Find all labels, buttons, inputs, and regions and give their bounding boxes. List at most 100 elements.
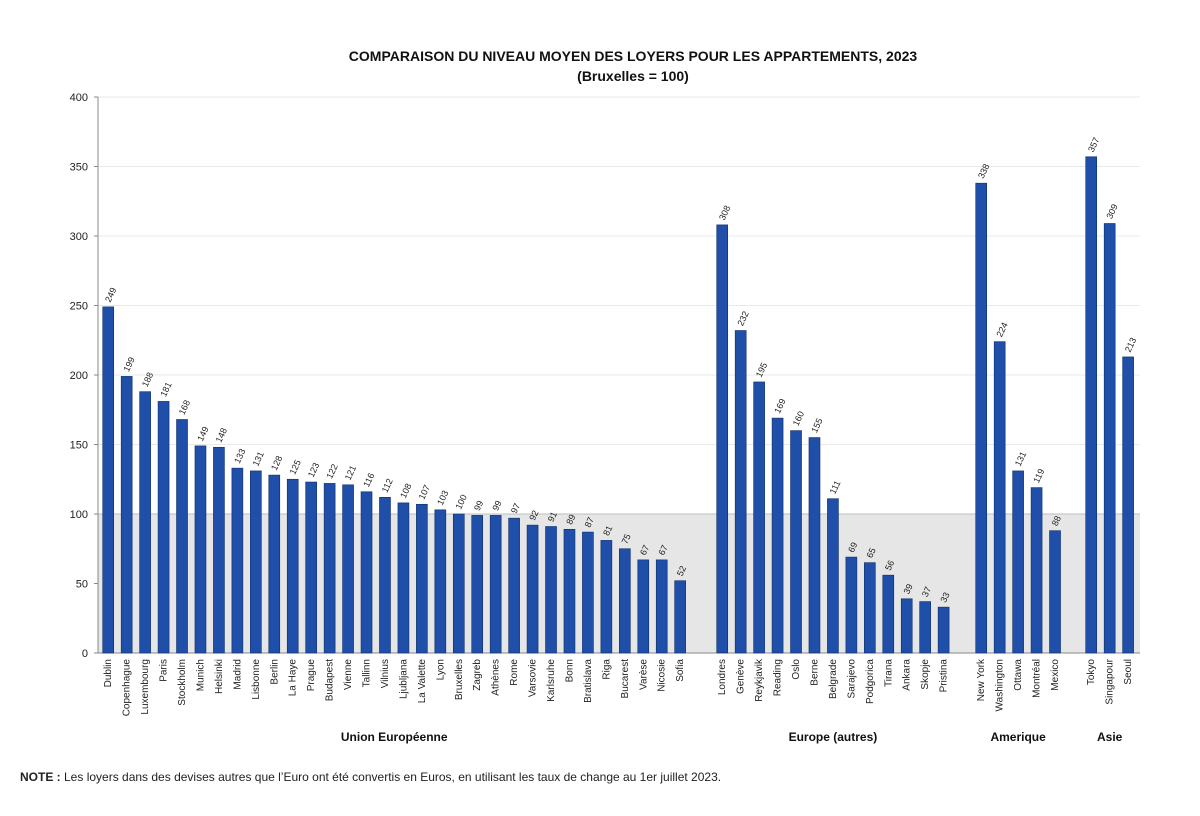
bar <box>489 515 502 654</box>
bar <box>508 517 520 654</box>
value-label: 67 <box>656 543 669 556</box>
group-label: Europe (autres) <box>789 730 878 744</box>
category-label: Singapour <box>1105 658 1116 704</box>
chart-subtitle: (Bruxelles = 100) <box>577 68 689 84</box>
y-tick-label: 150 <box>70 440 88 452</box>
value-label: 168 <box>177 398 192 416</box>
group-label: Union Européenne <box>341 730 448 744</box>
bar <box>1049 530 1061 654</box>
category-label: Londres <box>717 659 728 695</box>
y-tick-label: 100 <box>70 509 88 521</box>
value-label: 52 <box>675 564 688 577</box>
value-label: 213 <box>1123 336 1138 354</box>
bar <box>452 513 465 654</box>
bar <box>1103 223 1116 654</box>
value-label: 97 <box>509 502 522 515</box>
bar <box>827 498 839 654</box>
bar <box>808 437 821 654</box>
category-label: Mexico <box>1050 659 1061 691</box>
bar <box>545 526 557 654</box>
bar <box>102 306 115 654</box>
category-label: Bucarest <box>620 659 631 699</box>
value-label: 123 <box>306 461 321 479</box>
value-label: 99 <box>490 499 503 512</box>
value-label: 75 <box>620 532 633 545</box>
bar <box>397 502 410 654</box>
y-tick-label: 350 <box>70 162 88 174</box>
category-label: New York <box>976 658 987 701</box>
value-label: 149 <box>195 425 210 443</box>
y-tick-label: 50 <box>76 579 88 591</box>
value-label: 133 <box>232 447 247 465</box>
category-label: Paris <box>159 659 170 682</box>
rent-comparison-chart: COMPARAISON DU NIVEAU MOYEN DES LOYERS P… <box>70 48 1140 744</box>
bar <box>975 182 988 654</box>
category-label: Tokyo <box>1086 659 1097 686</box>
bar <box>268 474 281 654</box>
value-label: 160 <box>791 410 806 428</box>
category-label: Oslo <box>791 659 802 680</box>
value-label: 131 <box>1013 450 1028 468</box>
value-label: 91 <box>546 510 559 523</box>
value-label: 88 <box>1050 514 1063 527</box>
value-label: 357 <box>1086 136 1101 154</box>
category-label: Bratislava <box>583 659 594 703</box>
bar <box>771 417 784 654</box>
category-label: Bruxelles <box>454 659 465 700</box>
category-label: Ankara <box>902 659 913 691</box>
value-label: 111 <box>828 479 843 496</box>
category-label: Luxembourg <box>140 659 151 715</box>
value-label: 56 <box>883 559 896 572</box>
bar <box>937 606 950 654</box>
bar <box>655 559 668 654</box>
category-label: Dublin <box>103 659 114 687</box>
bar <box>416 503 428 654</box>
category-label: Reykjavik <box>754 658 765 702</box>
bar <box>716 224 729 654</box>
category-label: Lisbonne <box>251 659 262 700</box>
value-label: 33 <box>938 591 951 604</box>
category-label: Tirana <box>883 659 894 687</box>
category-label: La Haye <box>288 659 299 697</box>
value-label: 309 <box>1104 202 1119 220</box>
value-label: 232 <box>735 310 750 328</box>
footnote: NOTE : Les loyers dans des devises autre… <box>20 770 721 784</box>
y-tick-label: 400 <box>70 92 88 104</box>
bar <box>434 509 447 654</box>
category-label: Genève <box>736 659 747 694</box>
bar <box>194 445 207 654</box>
value-label: 67 <box>638 543 651 556</box>
category-label: Karlsruhe <box>546 659 557 702</box>
bar <box>619 548 631 654</box>
value-label: 148 <box>214 426 229 444</box>
bar <box>900 598 913 654</box>
category-label: Lyon <box>435 659 446 680</box>
bar <box>919 601 931 654</box>
bar <box>379 497 391 654</box>
category-label: Podgorica <box>865 659 876 704</box>
category-label: Zagreb <box>472 659 483 691</box>
bar <box>342 484 354 654</box>
value-label: 112 <box>380 477 395 494</box>
value-label: 131 <box>251 450 266 468</box>
value-label: 99 <box>472 499 485 512</box>
bar <box>286 478 299 654</box>
y-tick-label: 0 <box>82 648 88 660</box>
y-tick-label: 300 <box>70 231 88 243</box>
value-label: 65 <box>865 546 878 559</box>
value-label: 100 <box>454 493 469 511</box>
category-label: Washington <box>995 659 1006 711</box>
bar <box>471 515 484 654</box>
bar <box>323 483 336 654</box>
category-label: Ljubljana <box>398 659 409 699</box>
bar <box>882 574 895 654</box>
footnote-label: NOTE : <box>20 770 61 784</box>
group-label: Asie <box>1097 730 1123 744</box>
category-label: Ottawa <box>1013 659 1024 691</box>
bar <box>993 341 1006 654</box>
bar <box>1012 470 1024 654</box>
y-tick-label: 250 <box>70 301 88 313</box>
value-label: 249 <box>103 286 118 304</box>
bar <box>753 381 765 654</box>
bar <box>845 556 858 654</box>
